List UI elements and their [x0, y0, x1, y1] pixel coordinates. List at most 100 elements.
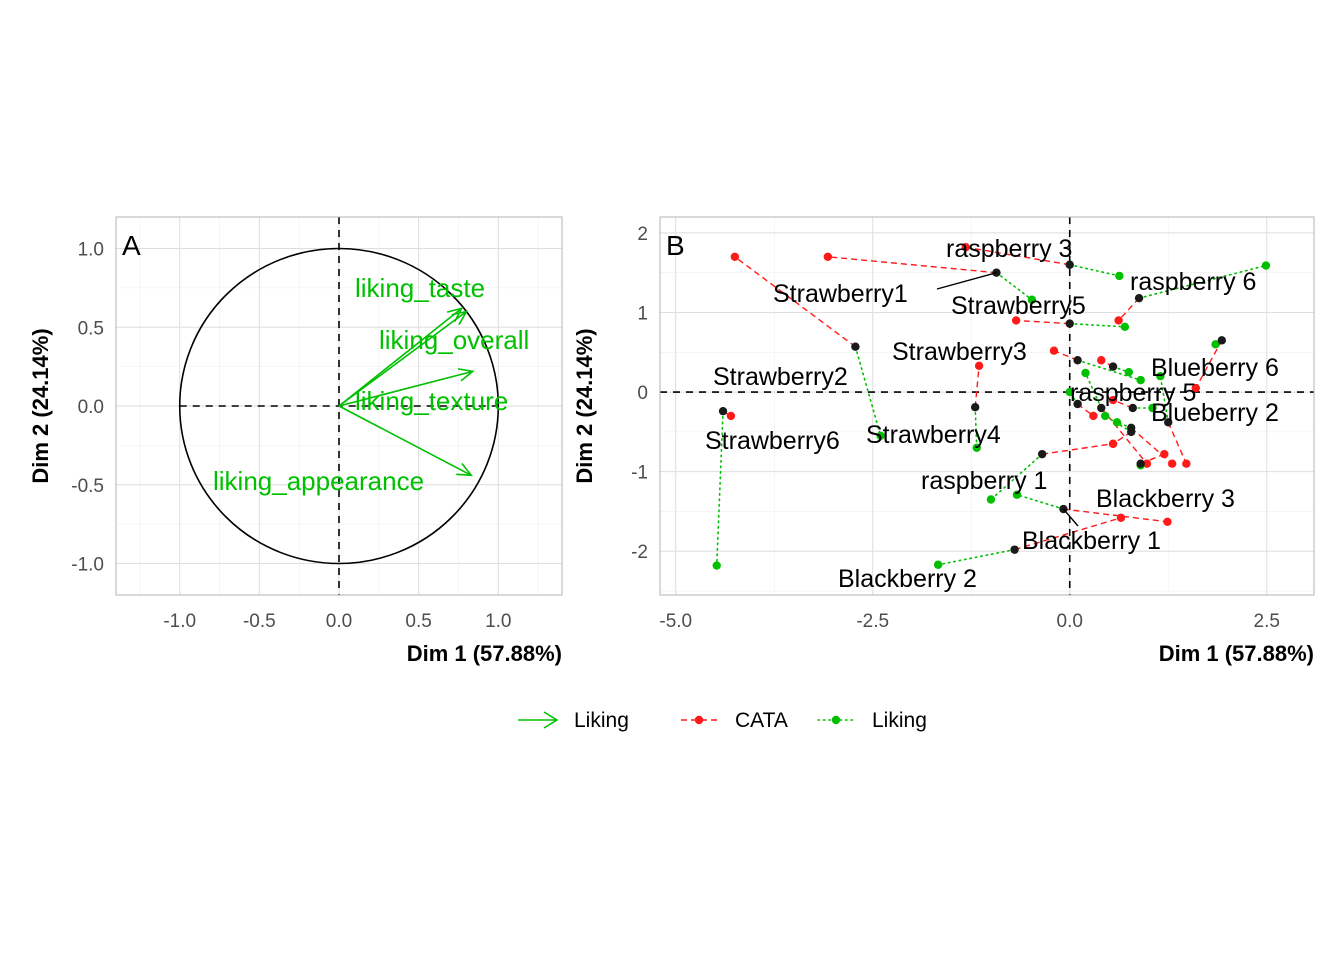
legend-label: CATA	[735, 709, 788, 732]
liking-point	[972, 443, 981, 452]
x-tick-label: 1.0	[485, 611, 511, 632]
cata-partial-line	[734, 256, 856, 348]
legend: Liking CATA Liking	[518, 709, 927, 732]
x-tick-label: -0.5	[243, 611, 276, 632]
variable-label: liking_taste	[355, 273, 485, 303]
product-mean-point	[1126, 427, 1136, 437]
liking-partial-line	[974, 406, 978, 449]
product-mean-point	[1128, 403, 1137, 413]
liking-partial-line	[995, 271, 1033, 301]
product-label: Blueberry 2	[1151, 399, 1279, 427]
liking-partial-line	[715, 410, 724, 567]
cata-point	[1163, 517, 1172, 526]
liking-partial-line	[1016, 493, 1065, 510]
variable-arrow-liking-texture	[338, 370, 474, 407]
panel-b-y-ticks: -2 -1 0 1 2	[631, 224, 648, 563]
y-tick-label: 1	[637, 303, 648, 324]
panel-a-border	[115, 216, 563, 596]
variable-label: liking_texture	[355, 386, 508, 416]
y-tick-label: 2	[637, 224, 648, 245]
legend-label: Liking	[872, 709, 927, 732]
liking-point	[876, 431, 885, 441]
liking-partial-line	[1084, 372, 1103, 409]
liking-partial-line	[1104, 415, 1132, 433]
x-tick-label: 0.5	[405, 611, 431, 632]
product-labels: Strawberry1 Strawberry2 Strawberry3 Strawbe…	[705, 235, 1279, 593]
legend-label: Liking	[574, 709, 629, 732]
product-mean-point	[1164, 418, 1173, 427]
cata-partial-line	[1042, 443, 1114, 455]
panel-a-y-ticks: -1.0 -0.5 0.0 0.5 1.0	[71, 240, 104, 576]
product-label: raspberry 6	[1130, 268, 1256, 296]
y-tick-label: 0.5	[78, 318, 104, 339]
legend-item-liking-arrow: Liking	[518, 709, 629, 732]
cata-point	[1097, 356, 1106, 365]
product-label: Strawberry5	[951, 292, 1086, 320]
legend-item-cata: CATA	[681, 709, 788, 732]
legend-point-icon	[831, 715, 841, 725]
liking-point	[1100, 411, 1110, 421]
partial-points	[712, 243, 1271, 570]
product-mean-point	[1037, 449, 1047, 459]
variable-label: liking_appearance	[213, 466, 424, 496]
panel-b-individuals-plot: Strawberry1 Strawberry2 Strawberry3 Strawbe…	[572, 216, 1315, 666]
product-mean-point	[1010, 545, 1019, 554]
legend-point-icon	[694, 715, 704, 725]
cata-point	[1160, 449, 1169, 459]
product-label: Blackberry 3	[1096, 485, 1235, 513]
y-tick-label: -0.5	[71, 476, 104, 497]
cata-point	[726, 411, 736, 421]
cata-partial-line	[1016, 319, 1070, 325]
product-label: Strawberry6	[705, 427, 840, 455]
y-tick-label: 0.0	[78, 397, 104, 418]
liking-point	[1027, 295, 1037, 304]
liking-point	[1211, 340, 1220, 349]
cata-point	[1191, 383, 1201, 393]
liking-partial-line	[1076, 359, 1142, 381]
liking-partial-line	[854, 345, 882, 437]
cata-point	[1142, 459, 1152, 468]
liking-partial-line	[1159, 375, 1170, 424]
cata-partial-line	[1014, 517, 1122, 551]
product-label: Strawberry1	[773, 280, 908, 308]
cata-partial-line	[974, 365, 980, 408]
product-mean-point	[970, 402, 980, 412]
liking-point	[1112, 418, 1122, 427]
liking-point	[1065, 387, 1074, 397]
panel-a-content: liking_taste liking_overall liking_texture…	[178, 247, 529, 565]
liking-point	[1261, 261, 1271, 270]
cata-point	[1182, 459, 1191, 468]
liking-partial-line	[937, 548, 1016, 566]
liking-point	[1124, 367, 1134, 377]
product-mean-point	[1065, 260, 1074, 269]
liking-point	[1120, 322, 1130, 332]
product-label: Blackberry 1	[1022, 527, 1161, 555]
cata-point	[1011, 316, 1021, 325]
cata-point	[730, 252, 740, 261]
liking-point	[1012, 490, 1022, 499]
y-tick-label: 1.0	[78, 240, 104, 261]
product-label: Strawberry4	[866, 421, 1001, 449]
cata-point	[974, 361, 984, 371]
panel-a-x-ticks: -1.0 -0.5 0.0 0.5 1.0	[163, 611, 511, 632]
product-mean-point	[1065, 319, 1074, 328]
liking-point	[1081, 368, 1090, 378]
panel-b-border	[659, 216, 1315, 596]
arrow-head-icon	[446, 307, 464, 323]
cata-partial-line	[1063, 508, 1168, 523]
liking-partial-line	[990, 453, 1043, 501]
y-tick-label: -2	[631, 542, 648, 563]
liking-partial-line	[1138, 264, 1267, 299]
panel-b-reference-lines	[660, 217, 1314, 595]
panel-b-x-ticks: -5.0 -2.5 0.0 2.5	[659, 611, 1280, 632]
product-mean-point	[1073, 356, 1082, 365]
panel-b-y-axis-title: Dim 2 (24.14%)	[572, 328, 597, 483]
y-tick-label: -1.0	[71, 555, 104, 576]
liking-partial-line	[1068, 322, 1126, 328]
variable-arrow-liking-taste	[338, 307, 463, 407]
liking-point	[712, 561, 721, 570]
y-tick-label: -1	[631, 463, 648, 484]
panel-a-tag: A	[122, 230, 141, 261]
cata-point	[1089, 411, 1098, 421]
